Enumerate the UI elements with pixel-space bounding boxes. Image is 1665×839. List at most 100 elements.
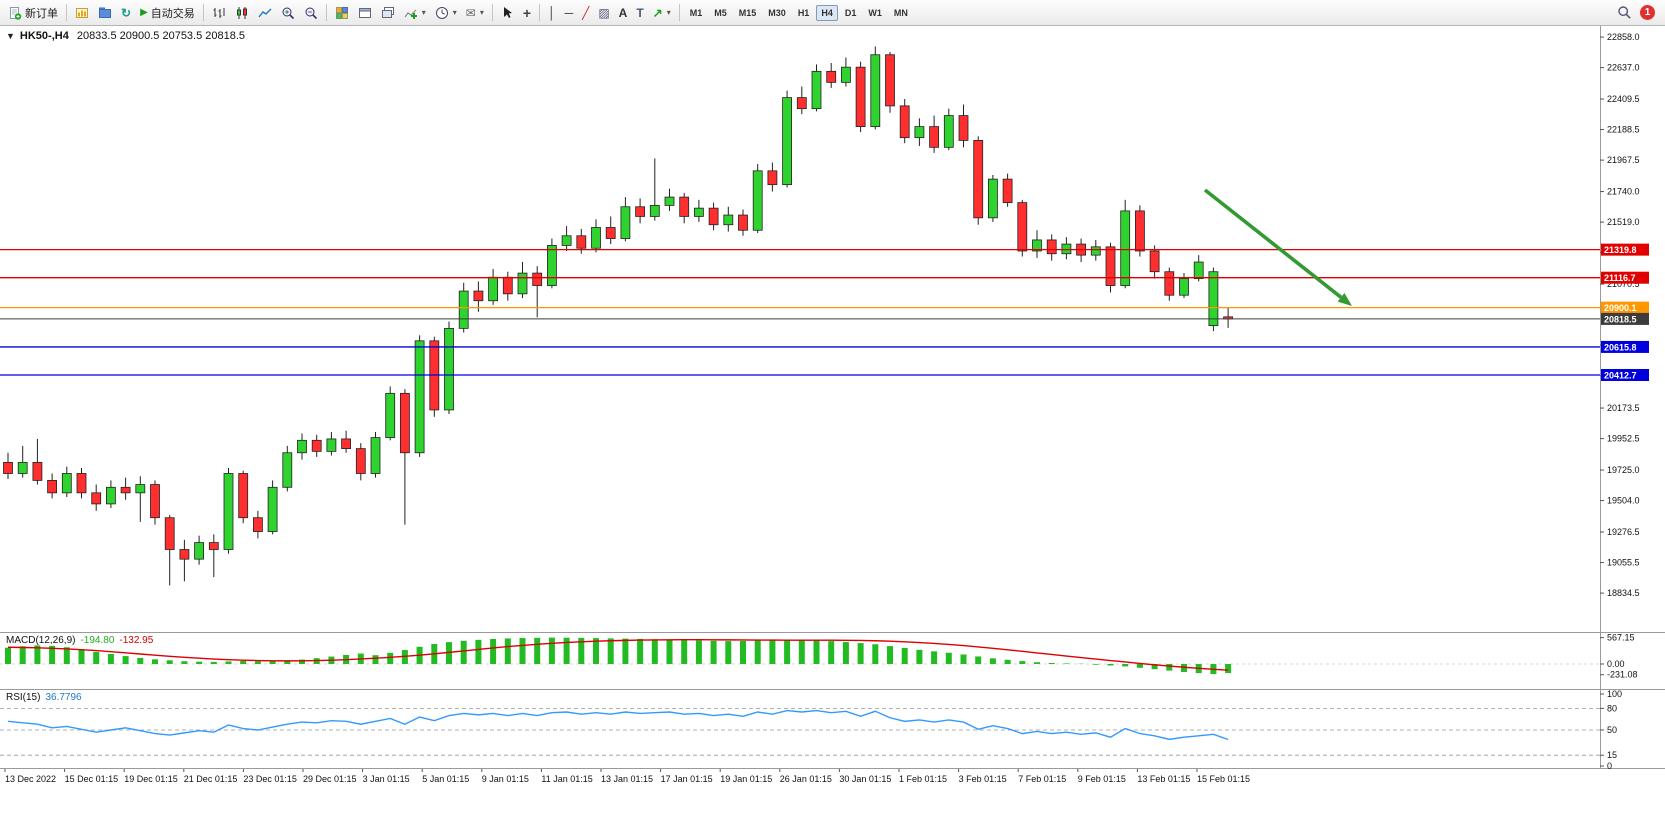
macd-histogram-bar [1166,664,1173,671]
candle-body [635,206,645,217]
macd-tick-label: -231.08 [1607,670,1638,680]
periods-button[interactable]: ▾ [431,3,461,23]
macd-histogram-bar [269,661,276,664]
price-axis[interactable]: 22858.0 22637.0 22409.5 22188.5 21967.5 21740… [1600,32,1649,771]
rsi-name: RSI(15) [6,692,41,703]
label-tool-button[interactable]: T [632,3,647,23]
macd-histogram-bar [5,647,11,664]
toolbar-separator [678,4,680,21]
arrow-shaft [1203,188,1343,299]
new-chart-button[interactable] [71,3,93,23]
chart-symbol-label: HK50-,H4 [19,30,69,42]
profiles-icon [99,7,111,18]
time-tick-label: 13 Feb 01:15 [1137,774,1190,784]
chart-ohlc-values: 20833.5 20900.5 20753.5 20818.5 [76,30,246,42]
candle-body [399,392,410,454]
rsi-panel [0,708,1600,756]
macd-histogram-bar [181,661,188,664]
timeframe-button-d1[interactable]: D1 [844,7,857,18]
timeframe-button-m5[interactable]: M5 [714,7,727,18]
templates-button[interactable]: ✉ ▾ [462,3,488,23]
text-tool-button[interactable]: A [615,3,632,23]
macd-histogram-bar [299,659,305,664]
macd-panel [0,637,1600,675]
tile-windows-button[interactable] [331,3,353,23]
bar-chart-mode-button[interactable] [208,3,230,23]
trend-arrow[interactable] [1203,188,1352,306]
time-axis[interactable]: 13 Dec 2022 15 Dec 01:15 19 Dec 01:15 21 De… [4,769,1250,784]
macd-histogram-bar [666,639,673,664]
price-line-label-box [1601,271,1649,284]
macd-histogram-bar [651,639,658,664]
candle-body [1135,210,1145,252]
candle-body [708,207,719,226]
macd-histogram-bar [240,660,247,664]
price-line-label: 20818.5 [1604,314,1637,324]
refresh-button[interactable]: ↻ [117,3,135,23]
cascade-windows-button[interactable] [377,3,399,23]
time-tick-label: 13 Jan 01:15 [601,774,653,784]
candle-chart-mode-icon [236,6,247,19]
price-tick-label: 22409.5 [1607,94,1640,104]
collapse-icon[interactable]: ▼ [6,31,15,41]
candles-layer [3,46,1233,586]
candle-body [826,70,837,83]
time-tick-label: 3 Feb 01:15 [959,774,1007,784]
zoom-out-button[interactable] [300,3,322,23]
macd-histogram-bar [887,646,893,664]
candle-body [208,542,219,550]
rsi-tick-label: 15 [1607,750,1617,760]
timeframe-button-h4[interactable]: H4 [816,4,838,21]
arrange-windows-button[interactable] [354,3,376,23]
candle-body [517,272,528,295]
candle-body [488,276,499,302]
price-tick-label: 22188.5 [1607,125,1640,135]
timeframe-button-m15[interactable]: M15 [738,7,757,18]
price-tick-label: 20173.5 [1607,403,1640,413]
search-icon[interactable] [1617,5,1632,20]
vertical-line-tool-button[interactable]: │ [544,3,560,23]
timeframe-button-mn[interactable]: MN [893,7,908,18]
candle-body [576,235,587,249]
trendline-tool-button[interactable]: ╱ [578,3,593,23]
rsi-line [7,709,1229,741]
candle-body [473,290,484,302]
indicators-button[interactable]: ▾ [400,3,430,23]
autotrading-button[interactable]: ▶ 自动交易 [136,3,199,23]
toolbar: 新订单 ↻ ▶ 自动交易 ▾ ▾ [0,0,1665,26]
macd-histogram-bar [93,651,100,664]
candle-body [76,473,87,494]
price-line-label: 21116.7 [1604,273,1636,283]
candle-body [1105,246,1116,286]
rsi-tick-label: 80 [1607,703,1617,713]
macd-histogram-bar [137,657,144,664]
macd-histogram-bar [872,644,879,664]
timeframe-button-m1[interactable]: M1 [689,7,703,18]
arrows-tool-button[interactable]: ↗ ▾ [649,3,675,23]
new-order-button[interactable]: 新订单 [4,3,62,23]
timeframe-button-w1[interactable]: W1 [868,7,882,18]
zoom-in-button[interactable] [277,3,299,23]
candle-body [355,448,366,474]
notification-badge[interactable]: 1 [1640,5,1655,20]
channel-tool-button[interactable]: ▨ [594,3,613,23]
macd-histogram-bar [710,640,717,664]
line-chart-mode-button[interactable] [254,3,276,23]
cursor-button[interactable] [497,3,518,23]
macd-histogram-bar [49,645,56,664]
candle-body [252,517,263,532]
macd-histogram-bar [63,647,70,664]
crosshair-button[interactable]: + [519,3,535,23]
new-chart-icon [76,7,88,18]
new-order-label: 新订单 [25,7,58,20]
horizontal-line-tool-button[interactable]: ─ [561,3,578,23]
refresh-icon: ↻ [121,5,132,20]
candle-body [973,140,984,219]
candle-chart-mode-button[interactable] [231,3,253,23]
timeframe-button-h1[interactable]: H1 [797,7,810,18]
profiles-button[interactable] [94,3,116,23]
timeframe-button-m30[interactable]: M30 [768,7,786,18]
macd-histogram-bar [225,661,232,664]
time-tick-label: 15 Feb 01:15 [1197,774,1250,784]
